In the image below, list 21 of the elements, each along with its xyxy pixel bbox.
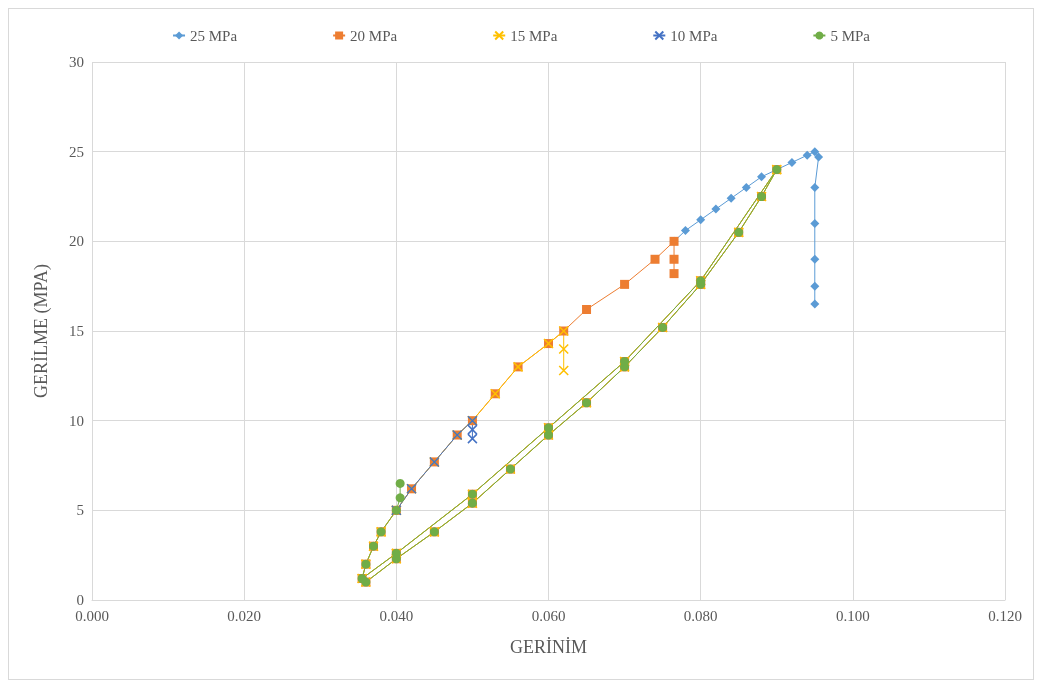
y-axis-title: GERİLME (MPA) [31, 264, 52, 398]
y-tick-label: 30 [69, 54, 84, 70]
x-tick-label: 0.080 [683, 607, 718, 624]
legend-label: 20 MPa [350, 27, 398, 44]
y-tick-label: 25 [69, 143, 84, 160]
y-tick-label: 20 [69, 233, 84, 250]
legend-label: 15 MPa [510, 27, 558, 44]
y-tick-label: 10 [69, 412, 84, 429]
x-tick-label: 0.000 [75, 607, 109, 624]
x-tick-label: 0.100 [835, 607, 870, 624]
x-tick-label: 0.040 [379, 607, 414, 624]
legend-label: 10 MPa [670, 27, 718, 44]
x-tick-label: 0.020 [227, 607, 262, 624]
x-axis-title: GERİNİM [510, 637, 587, 657]
x-tick-label: 0.120 [988, 607, 1022, 624]
legend-label: 25 MPa [190, 27, 238, 44]
y-tick-label: 0 [76, 592, 84, 608]
legend-label: 5 MPa [830, 27, 871, 44]
x-tick-label: 0.060 [531, 607, 566, 624]
y-tick-label: 5 [76, 502, 84, 519]
y-tick-label: 15 [69, 323, 84, 339]
